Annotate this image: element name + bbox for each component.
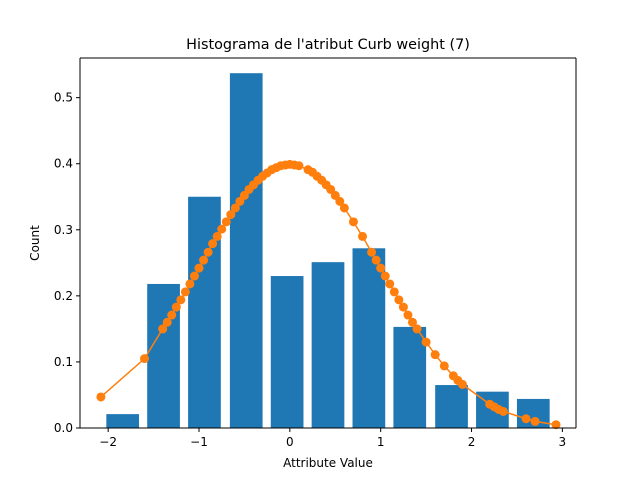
density-point — [185, 279, 195, 289]
y-axis-label: Count — [28, 225, 42, 261]
density-point — [385, 279, 395, 289]
density-point — [199, 255, 209, 265]
density-point — [208, 239, 218, 249]
histogram-bar — [188, 196, 221, 428]
density-point — [203, 247, 213, 257]
density-point — [367, 247, 377, 257]
x-tick-label: −1 — [190, 435, 208, 449]
x-axis-label: Attribute Value — [283, 456, 373, 470]
density-point — [389, 287, 399, 297]
density-point — [158, 324, 168, 334]
histogram-bar — [311, 262, 345, 428]
density-point — [530, 416, 540, 426]
histogram-bar — [229, 73, 263, 428]
x-tick-label: 2 — [468, 435, 476, 449]
density-points-layer — [96, 159, 561, 430]
y-tick-label: 0.1 — [54, 355, 73, 369]
y-tick-label: 0.2 — [54, 289, 73, 303]
y-tick-label: 0.5 — [54, 91, 73, 105]
density-point — [394, 295, 404, 305]
chart-title: Histograma de l'atribut Curb weight (7) — [186, 37, 470, 53]
density-point — [551, 420, 561, 430]
density-point — [521, 414, 531, 424]
y-axis-ticks: 0.0 0.1 0.2 0.3 0.4 0.5 — [54, 91, 80, 435]
density-point — [171, 302, 181, 312]
density-point — [339, 203, 349, 213]
density-point — [498, 406, 508, 416]
histogram-bar — [435, 385, 468, 428]
density-point — [412, 324, 422, 334]
density-point — [162, 317, 172, 327]
density-point — [194, 263, 204, 273]
histogram-bar — [352, 248, 386, 428]
density-point — [226, 210, 236, 220]
x-tick-label: −2 — [99, 435, 117, 449]
density-point — [180, 287, 190, 297]
density-point — [294, 161, 304, 171]
y-tick-label: 0.4 — [54, 157, 73, 171]
density-point — [376, 263, 386, 273]
density-point — [358, 231, 368, 241]
density-point — [430, 350, 440, 360]
x-tick-label: 1 — [377, 435, 385, 449]
bars-layer — [106, 73, 550, 429]
axes-frame — [79, 57, 577, 429]
density-point — [403, 310, 413, 320]
density-point — [176, 295, 186, 305]
density-point — [230, 203, 240, 213]
density-point — [221, 217, 231, 227]
density-point — [348, 217, 358, 227]
y-tick-label: 0.0 — [54, 421, 73, 435]
density-point — [407, 317, 417, 327]
density-point — [217, 224, 227, 234]
density-point — [167, 310, 177, 320]
density-point — [457, 379, 467, 389]
density-point — [380, 271, 390, 281]
histogram-bar — [393, 326, 427, 428]
histogram-bar — [270, 276, 304, 428]
density-point — [371, 255, 381, 265]
y-tick-label: 0.3 — [54, 223, 73, 237]
histogram-bar — [106, 414, 140, 429]
density-point — [398, 302, 408, 312]
density-point — [140, 354, 149, 364]
density-point — [212, 231, 222, 241]
density-point — [439, 361, 449, 371]
density-point — [335, 196, 345, 206]
density-point — [96, 392, 106, 402]
density-point — [421, 337, 431, 347]
x-axis-ticks: −2 −1 0 1 2 3 — [99, 428, 566, 449]
x-tick-label: 0 — [286, 435, 294, 449]
x-tick-label: 3 — [559, 435, 567, 449]
density-point — [189, 271, 199, 281]
